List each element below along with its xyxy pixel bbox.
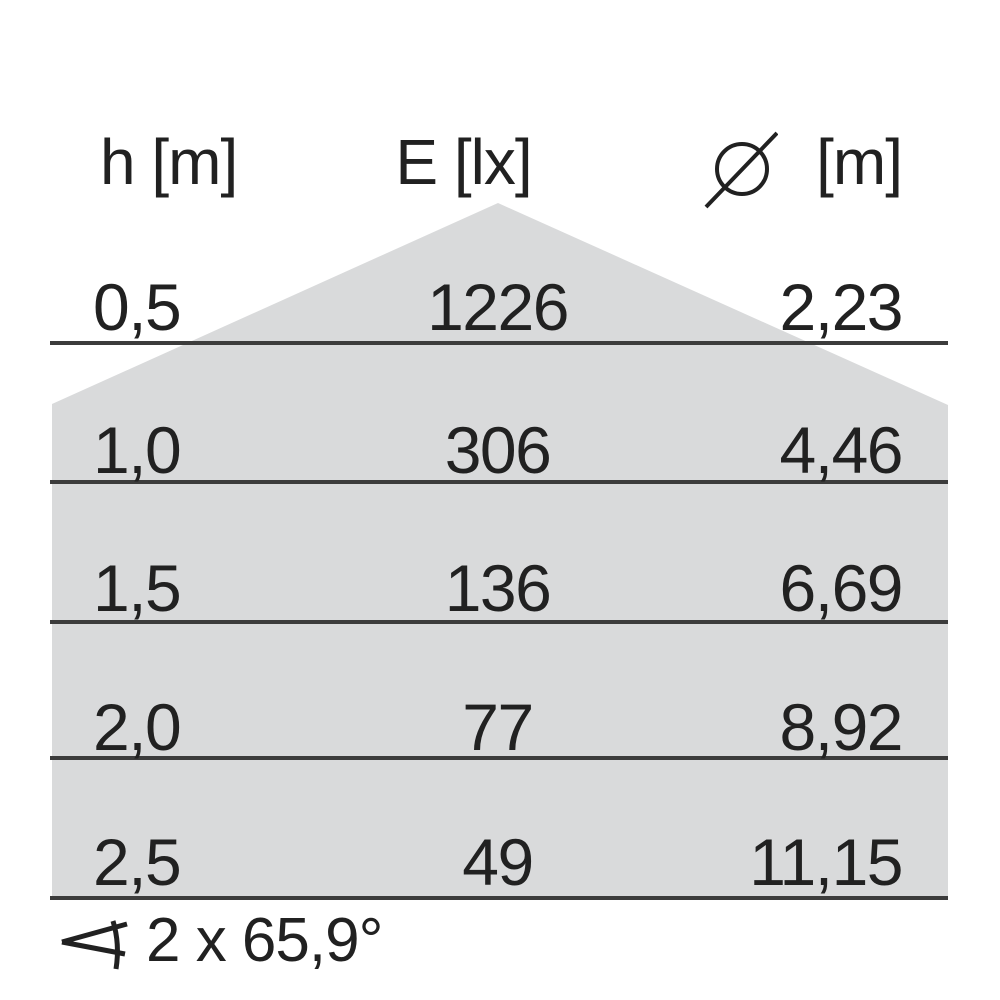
- light-cone-shape: [52, 203, 948, 898]
- height-value: 1,0: [93, 413, 182, 487]
- table-row: 0,5 1226 2,23: [93, 270, 904, 344]
- measured-angle-icon: [61, 920, 128, 970]
- diameter-value: 4,46: [779, 413, 904, 487]
- diameter-value: 2,23: [779, 270, 904, 344]
- height-value: 2,5: [93, 825, 182, 899]
- diameter-value: 11,15: [749, 825, 903, 899]
- beam-angle-label: 2 x 65,9°: [146, 906, 383, 975]
- diameter-icon: [704, 131, 779, 209]
- height-value: 1,5: [93, 551, 182, 625]
- illuminance-value: 1226: [427, 270, 569, 344]
- diameter-value: 8,92: [779, 690, 904, 764]
- header-illuminance: E [lx]: [395, 126, 532, 198]
- table-row: 1,0 306 4,46: [93, 413, 904, 487]
- illuminance-value: 306: [444, 413, 552, 487]
- height-value: 2,0: [93, 690, 182, 764]
- table-row: 1,5 136 6,69: [93, 551, 904, 625]
- diameter-value: 6,69: [779, 551, 904, 625]
- header-diameter-unit: [m]: [816, 126, 903, 198]
- table-header-row: h [m] E [lx] [m]: [100, 126, 903, 210]
- illuminance-value: 77: [462, 690, 534, 764]
- illuminance-value: 49: [462, 825, 534, 899]
- beam-angle-annotation: 2 x 65,9°: [55, 906, 383, 975]
- table-row: 2,5 49 11,15: [93, 825, 904, 899]
- header-diameter: [m]: [642, 126, 903, 210]
- table-row: 2,0 77 8,92: [93, 690, 904, 764]
- header-height: h [m]: [100, 126, 238, 198]
- height-value: 0,5: [93, 270, 182, 344]
- illuminance-value: 136: [444, 551, 552, 625]
